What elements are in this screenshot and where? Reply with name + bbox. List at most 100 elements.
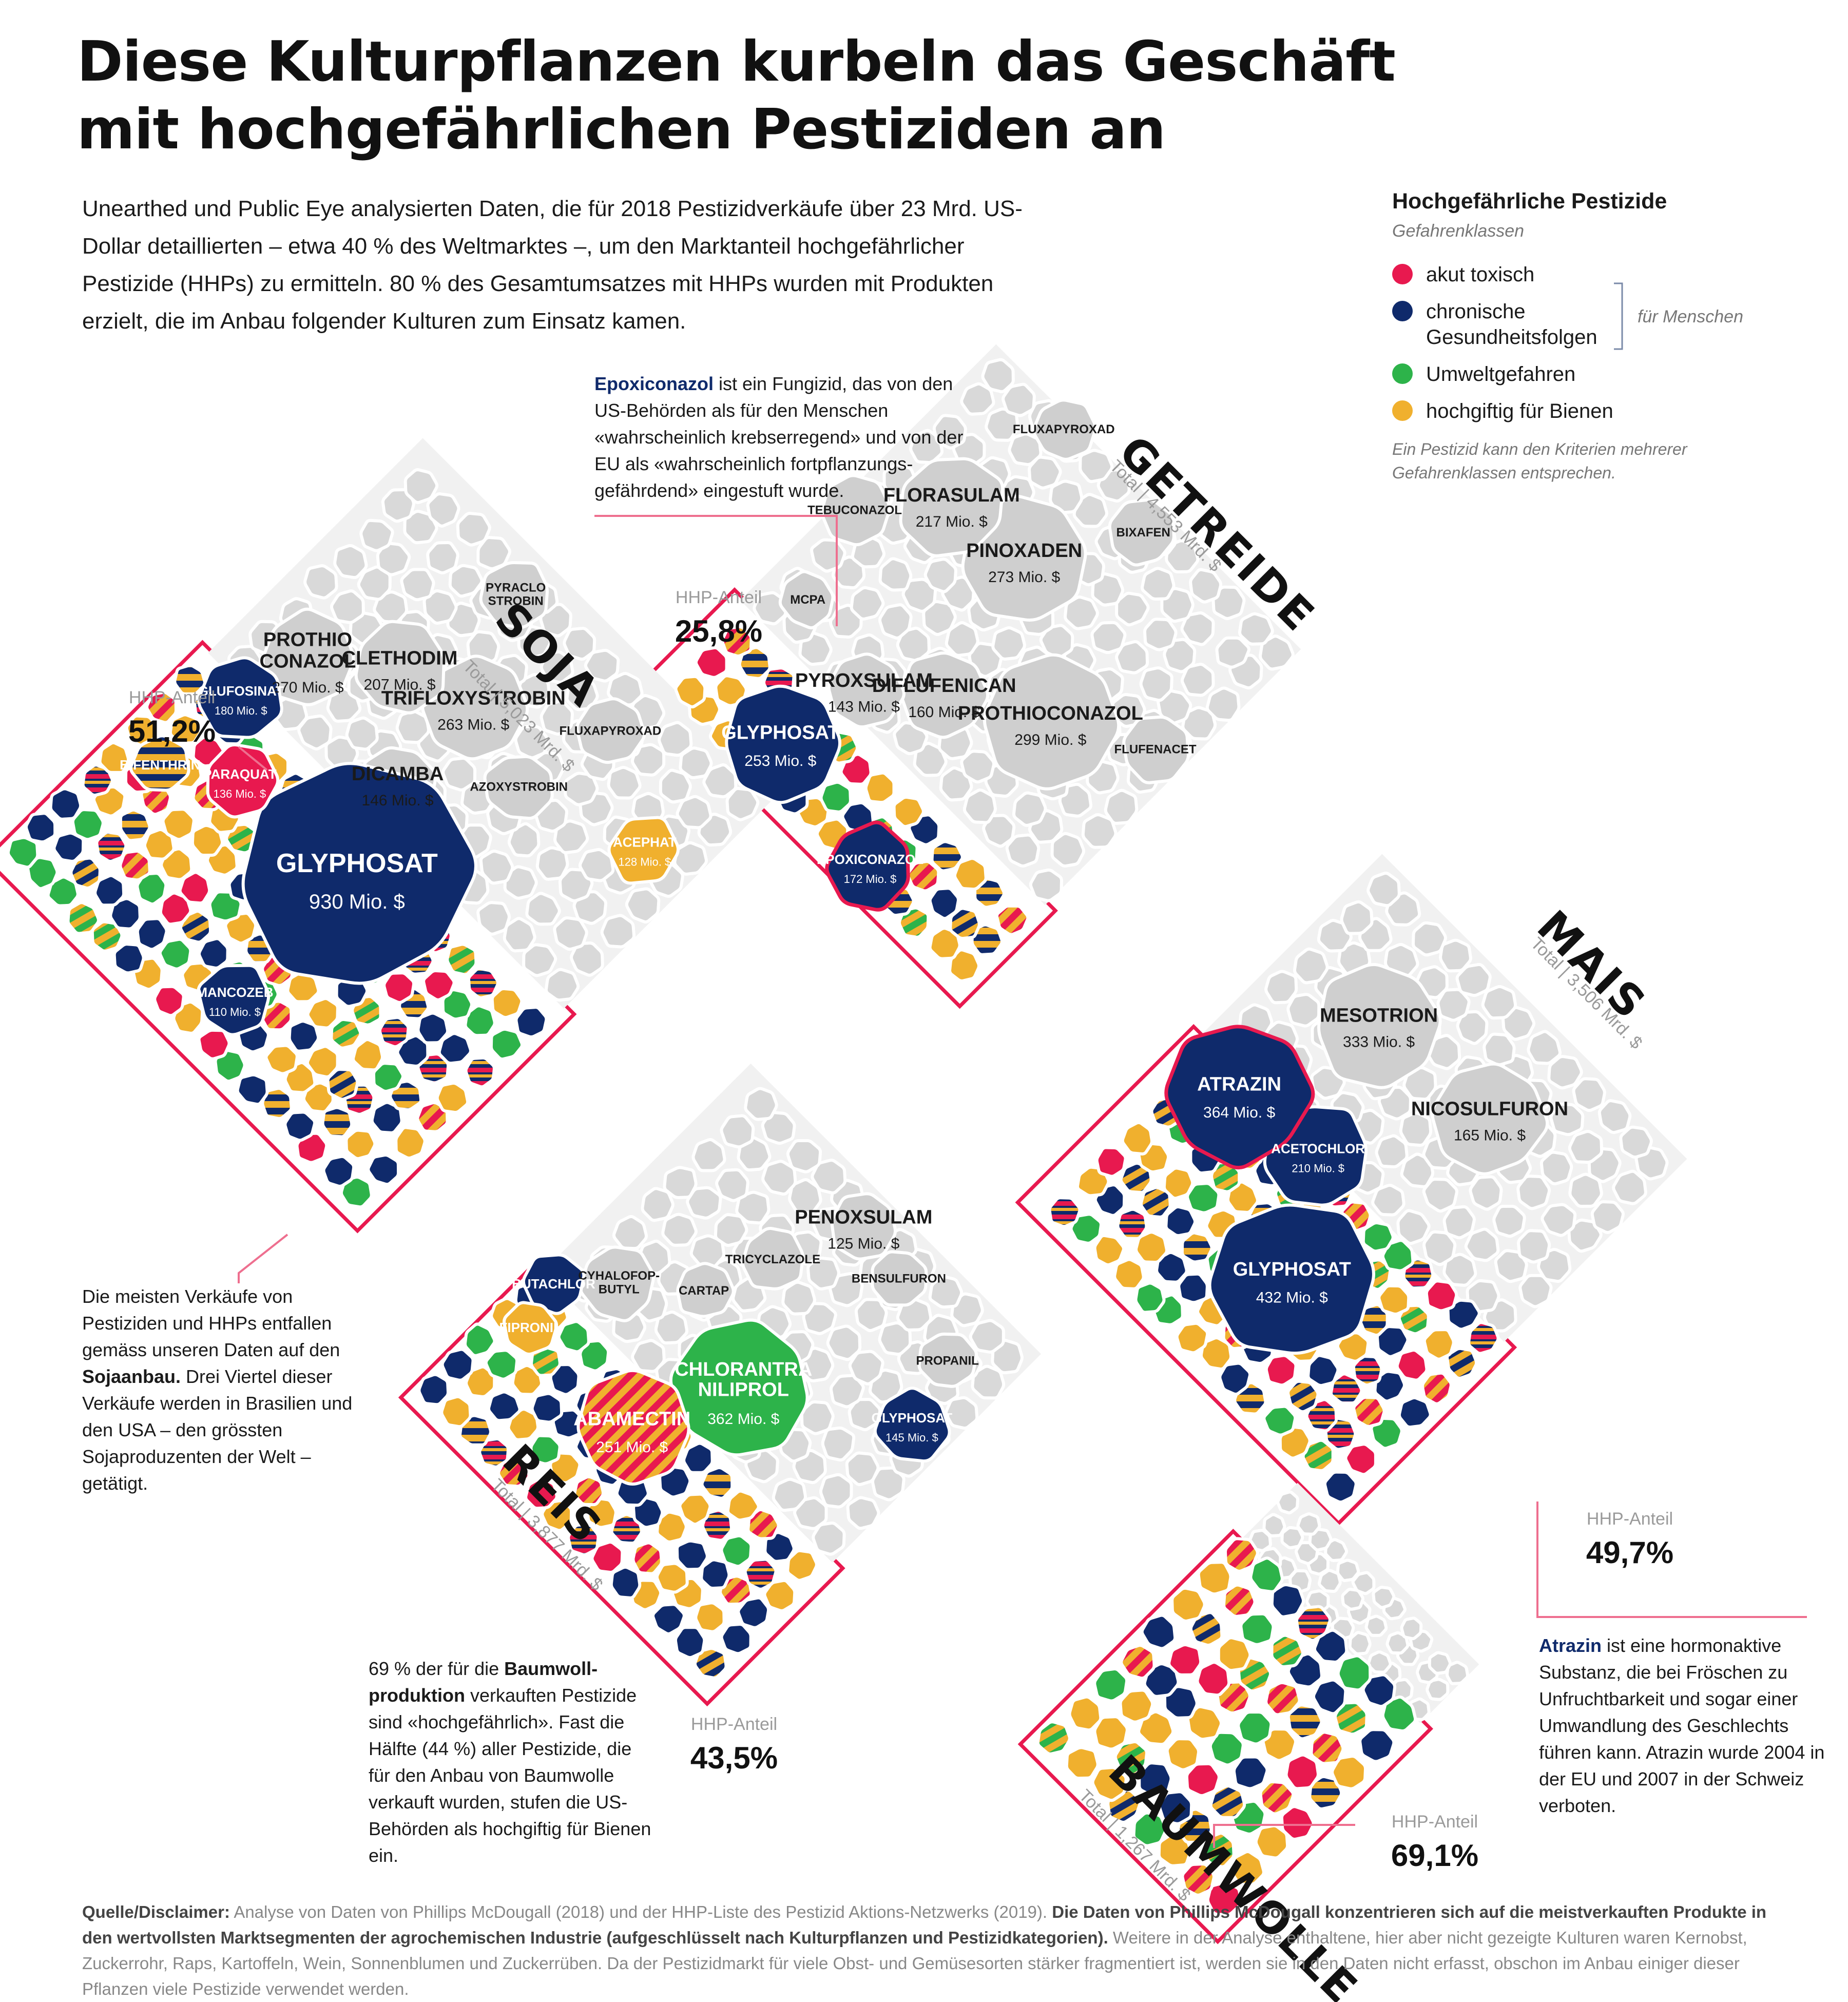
other-pesticide-cell <box>1399 1111 1433 1147</box>
hhp-cell <box>1424 1279 1458 1313</box>
other-pesticide-cell <box>570 941 604 977</box>
other-pesticide-cell <box>854 1298 888 1333</box>
other-pesticide-cell <box>806 1256 840 1291</box>
hhp-cell <box>529 1434 562 1466</box>
other-pesticide-cell <box>1008 432 1043 466</box>
hhp-pesticide-cell <box>1164 1025 1315 1170</box>
other-pesticide-cell <box>1286 993 1321 1028</box>
other-pesticide-label: MCPA <box>790 593 825 607</box>
other-pesticide-cell <box>878 557 913 592</box>
other-pesticide-cell <box>826 1324 862 1361</box>
other-pesticide-cell <box>1371 1184 1406 1217</box>
hhp-cell <box>1134 1230 1168 1264</box>
hhp-cell <box>1113 1258 1145 1291</box>
other-pesticide-cell <box>403 468 439 504</box>
hhp-cell <box>1138 1761 1173 1798</box>
other-pesticide-label: DICAMBA <box>352 763 444 785</box>
other-pesticide-cell <box>333 544 368 580</box>
other-pesticide-cell <box>483 755 554 820</box>
hhp-cell <box>678 1492 712 1526</box>
other-pesticide-cell <box>793 1496 828 1530</box>
other-pesticide-cell <box>553 916 588 951</box>
other-pesticide-label: MESOTRION <box>1320 1005 1438 1027</box>
hhp-cell <box>720 1534 753 1568</box>
other-pesticide-cell <box>753 591 787 626</box>
other-pesticide-cell <box>1590 1200 1625 1234</box>
other-pesticide-cell <box>1262 1513 1286 1537</box>
hhp-cell <box>1158 1790 1194 1825</box>
other-pesticide-cell <box>928 1275 964 1309</box>
hhp-pesticide-label: ACEPHAT <box>613 834 677 850</box>
hhp-pesticide-cell <box>607 816 680 885</box>
hhp-pesticide-cell <box>522 1253 586 1315</box>
other-pesticide-cell <box>1157 689 1192 725</box>
hhp-cell <box>763 1578 797 1612</box>
other-pesticide-cell <box>579 848 615 882</box>
note-epoxiconazol-text: ist ein Fungizid, das von den US-Behörde… <box>594 373 964 501</box>
other-pesticide-cell <box>354 620 446 715</box>
hhp-cell <box>394 1126 427 1160</box>
hhp-cell <box>1121 1121 1154 1156</box>
other-pesticide-cell <box>819 1473 853 1509</box>
hhp-cell <box>6 836 40 869</box>
other-pesticide-cell <box>1079 449 1114 484</box>
other-pesticide-cell <box>400 568 435 602</box>
hhp-cell <box>302 1081 335 1114</box>
hhp-cell <box>590 1540 624 1574</box>
hhp-pesticide-label: ABAMECTIN <box>573 1408 690 1430</box>
hhp-cell <box>161 807 196 841</box>
other-pesticide-cell <box>1091 572 1124 607</box>
other-pesticide-cell <box>1205 686 1241 722</box>
page-title: Diese Kulturpflanzen kurbeln das Geschäf… <box>77 30 1396 162</box>
hhp-cell <box>610 1513 644 1545</box>
other-pesticide-cell <box>871 1250 928 1307</box>
leader-line <box>1213 1824 1355 1848</box>
hhp-cell <box>1352 1396 1386 1428</box>
other-pesticide-label: CONAZOL <box>260 650 356 672</box>
hhp-cell <box>458 1414 492 1447</box>
hhp-cell <box>694 646 728 679</box>
other-pesticide-cell <box>848 1350 884 1385</box>
other-pesticide-cell <box>661 1212 698 1247</box>
other-pesticide-label: BIXAFEN <box>1116 526 1170 540</box>
other-pesticide-cell <box>679 746 713 779</box>
hhp-pesticide-cell <box>873 1387 951 1463</box>
source-text-1: Analyse von Daten von Phillips McDougall… <box>229 1902 1052 1921</box>
hhp-pesticide-label: EPOXICONAZOL <box>817 852 923 867</box>
hhp-cell <box>1093 1667 1129 1703</box>
hhp-share-label: HHP-Anteil <box>691 1715 777 1734</box>
hhp-pesticide-value: 145 Mio. $ <box>886 1431 938 1444</box>
other-pesticide-value: 160 Mio. $ <box>908 704 980 721</box>
hhp-cell <box>1155 1250 1188 1284</box>
hhp-cell <box>1091 1766 1128 1802</box>
other-pesticide-cell <box>1492 1204 1526 1238</box>
hhp-cell <box>1397 1396 1432 1429</box>
legend-label: Umweltgefahren <box>1426 363 1576 386</box>
hhp-cell <box>743 1557 778 1591</box>
hhp-cell <box>1377 1284 1411 1316</box>
other-pesticide-cell <box>522 943 557 977</box>
other-pesticide-cell <box>1568 1129 1604 1164</box>
hhp-share-value: 69,1% <box>1391 1838 1478 1873</box>
hhp-pesticide-cell <box>503 1301 559 1356</box>
hhp-cell <box>367 1153 400 1186</box>
hhp-cell <box>440 1348 475 1382</box>
other-pesticide-cell <box>1340 900 1374 935</box>
other-pesticide-cell <box>945 1396 979 1430</box>
hhp-cell <box>46 875 80 908</box>
hhp-cell <box>306 997 339 1030</box>
other-pesticide-cell <box>1431 1062 1549 1176</box>
other-pesticide-cell <box>540 700 574 736</box>
hhp-pesticide-label: GLYPHOSAT <box>276 849 438 878</box>
hhp-cell <box>440 1395 472 1429</box>
other-pesticide-cell <box>1189 568 1223 604</box>
other-pesticide-cell <box>1264 970 1298 1005</box>
note-baumwolle-post: verkauften Pestizide sind «hochgefährlic… <box>369 1685 651 1866</box>
note-soja-term: Sojaanbau. <box>82 1366 181 1387</box>
hhp-cell <box>71 808 105 841</box>
hhp-pesticide-value: 172 Mio. $ <box>844 873 897 886</box>
leader-line <box>238 1234 288 1283</box>
hhp-cell <box>786 1549 818 1582</box>
legend-item: Umweltgefahren <box>1392 361 1782 387</box>
other-pesticide-cell <box>821 1426 856 1462</box>
